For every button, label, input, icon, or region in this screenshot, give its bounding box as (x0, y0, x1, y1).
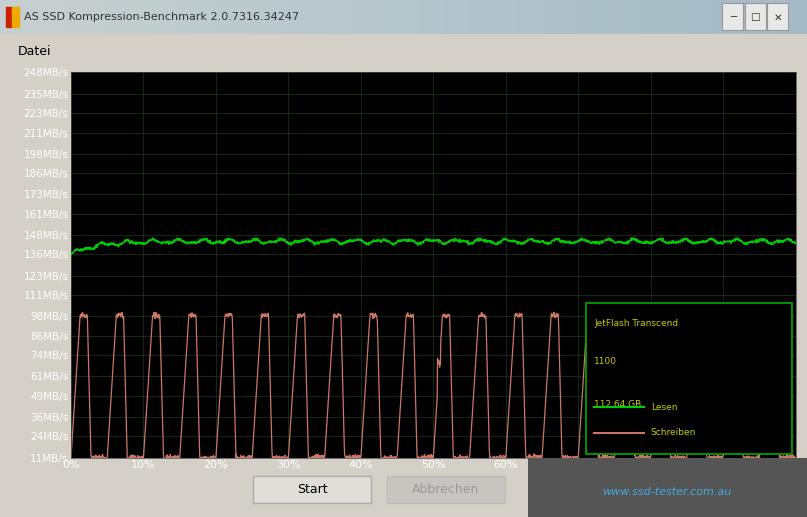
FancyBboxPatch shape (745, 3, 766, 30)
Text: Datei: Datei (18, 45, 52, 58)
FancyBboxPatch shape (586, 303, 792, 454)
Bar (528, 458, 807, 517)
FancyBboxPatch shape (253, 476, 371, 503)
Text: AS SSD Kompression-Benchmark 2.0.7316.34247: AS SSD Kompression-Benchmark 2.0.7316.34… (24, 12, 299, 22)
Text: www.ssd-tester.com.au: www.ssd-tester.com.au (602, 487, 732, 497)
FancyBboxPatch shape (387, 476, 505, 503)
Text: 112,64 GB: 112,64 GB (594, 400, 642, 409)
Text: ─: ─ (730, 12, 736, 22)
Text: 1100: 1100 (594, 357, 617, 367)
FancyBboxPatch shape (767, 3, 788, 30)
Bar (12, 7, 19, 27)
Text: ✕: ✕ (774, 12, 782, 22)
Text: Lesen: Lesen (650, 403, 677, 412)
Text: JetFlash Transcend: JetFlash Transcend (594, 319, 679, 328)
Text: Schreiben: Schreiben (650, 428, 696, 437)
Text: Abbrechen: Abbrechen (412, 483, 479, 496)
Bar (6, 7, 12, 27)
Text: Start: Start (297, 483, 328, 496)
FancyBboxPatch shape (722, 3, 743, 30)
Text: □: □ (751, 12, 760, 22)
